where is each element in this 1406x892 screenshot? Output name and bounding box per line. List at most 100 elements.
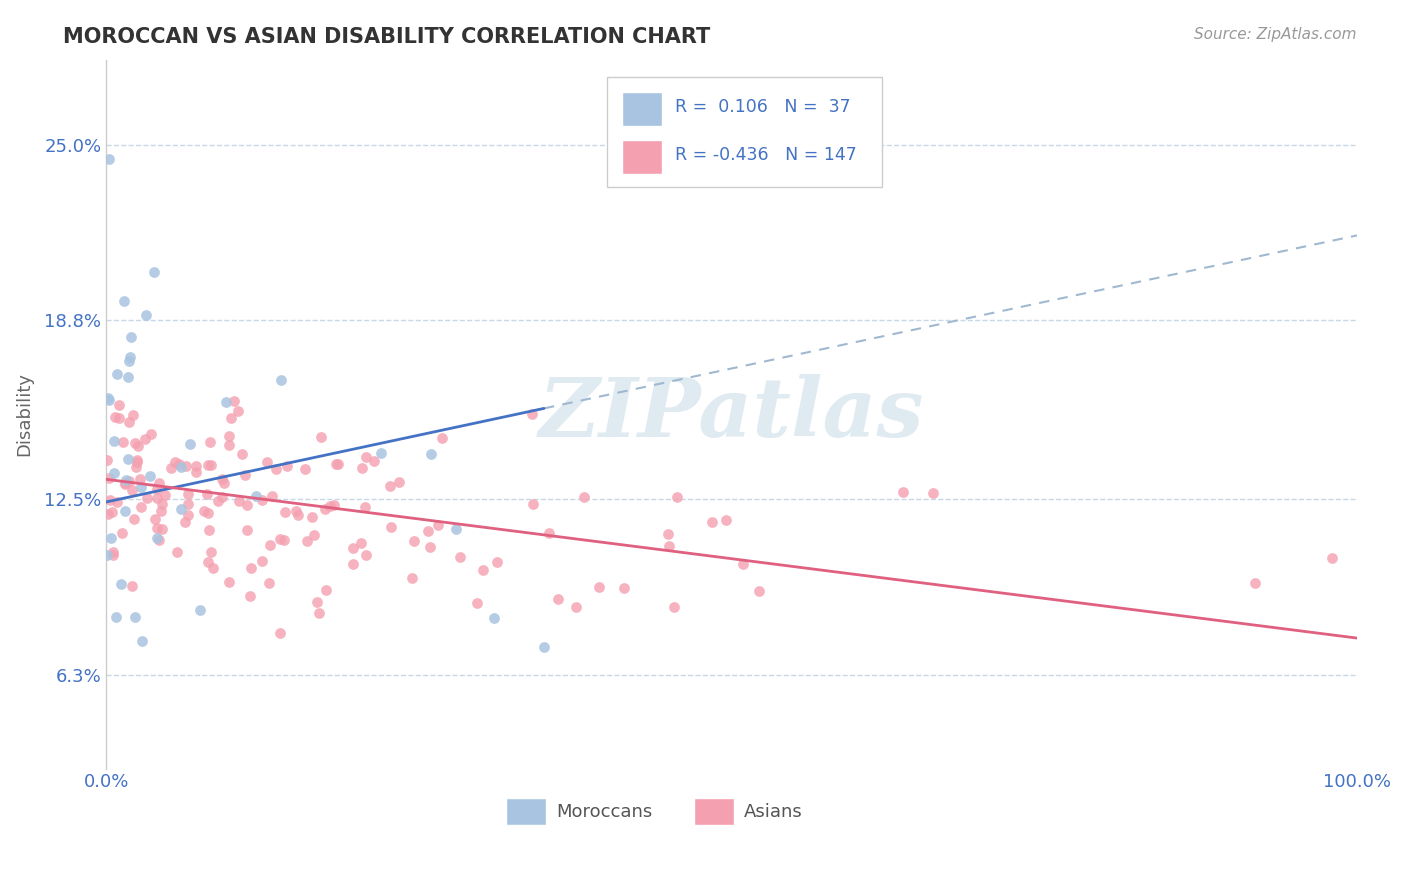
Point <box>702 516 724 530</box>
Point <box>270 373 292 387</box>
Point <box>342 541 364 555</box>
Point <box>197 458 219 473</box>
Point <box>363 454 385 468</box>
Point <box>714 513 737 527</box>
Point <box>118 354 141 368</box>
Point <box>200 545 222 559</box>
Point <box>231 447 253 461</box>
Point <box>124 435 146 450</box>
Point <box>294 462 316 476</box>
Point <box>588 580 610 594</box>
Point <box>170 459 193 474</box>
Point <box>218 429 240 443</box>
Point <box>304 528 326 542</box>
Point <box>197 555 219 569</box>
Point <box>354 500 377 514</box>
Point <box>416 524 439 539</box>
Point <box>342 557 364 571</box>
Point <box>430 431 453 445</box>
Text: MOROCCAN VS ASIAN DISABILITY CORRELATION CHART: MOROCCAN VS ASIAN DISABILITY CORRELATION… <box>63 27 710 46</box>
Point <box>388 475 411 489</box>
Bar <box>621 92 662 126</box>
Point <box>471 564 494 578</box>
Point <box>273 533 295 548</box>
Point <box>115 473 138 487</box>
Point <box>922 485 945 500</box>
Point <box>250 554 273 568</box>
Point <box>97 471 120 485</box>
Point <box>97 508 120 522</box>
Point <box>167 457 190 471</box>
Point <box>259 575 281 590</box>
Point <box>108 411 131 425</box>
Point <box>311 430 333 444</box>
Point <box>138 468 160 483</box>
Point <box>236 498 259 512</box>
Point <box>301 510 323 524</box>
Point <box>96 452 118 467</box>
Point <box>520 407 543 421</box>
Point <box>269 532 291 546</box>
Point <box>146 521 169 535</box>
Point <box>354 450 377 465</box>
Point <box>186 458 208 473</box>
Point <box>153 488 176 502</box>
Point <box>105 610 128 624</box>
Point <box>295 534 318 549</box>
Point <box>239 561 262 575</box>
Point <box>419 540 441 554</box>
Point <box>105 495 128 509</box>
Point <box>174 515 197 529</box>
Point <box>142 265 165 279</box>
Point <box>139 426 162 441</box>
Point <box>122 408 145 422</box>
Point <box>188 603 211 617</box>
Text: ZIPatlas: ZIPatlas <box>538 374 924 454</box>
Point <box>193 504 215 518</box>
Bar <box>621 140 662 174</box>
Point <box>100 504 122 518</box>
Text: Moroccans: Moroccans <box>557 804 652 822</box>
Point <box>325 457 347 471</box>
Point <box>150 497 173 511</box>
Point <box>350 460 373 475</box>
Point <box>522 497 544 511</box>
Point <box>891 485 914 500</box>
Point <box>449 549 471 564</box>
Point <box>574 491 596 505</box>
Point <box>97 392 120 407</box>
Point <box>129 472 152 486</box>
Point <box>259 538 281 552</box>
Point <box>179 437 201 451</box>
Point <box>197 523 219 537</box>
Point <box>174 459 197 474</box>
Point <box>323 499 346 513</box>
Text: Asians: Asians <box>744 804 803 822</box>
Point <box>564 600 586 615</box>
Point <box>100 531 122 545</box>
Point <box>136 491 159 505</box>
Point <box>117 452 139 467</box>
Point <box>112 293 135 308</box>
Point <box>233 467 256 482</box>
Point <box>486 555 509 569</box>
Point <box>305 595 328 609</box>
Point <box>186 465 208 479</box>
Point <box>658 539 681 553</box>
Text: R = -0.436   N = 147: R = -0.436 N = 147 <box>675 146 858 164</box>
Point <box>202 561 225 575</box>
Point <box>107 398 129 412</box>
Point <box>250 493 273 508</box>
Point <box>1320 551 1343 566</box>
Point <box>166 545 188 559</box>
Point <box>219 410 242 425</box>
Point <box>143 512 166 526</box>
Point <box>117 370 139 384</box>
Bar <box>695 798 734 825</box>
Point <box>404 534 426 549</box>
Point <box>127 439 149 453</box>
Point <box>150 522 173 536</box>
Point <box>354 548 377 562</box>
Point <box>122 512 145 526</box>
Point <box>482 611 505 625</box>
